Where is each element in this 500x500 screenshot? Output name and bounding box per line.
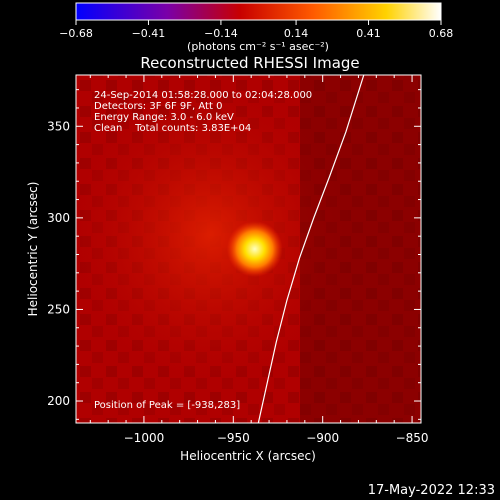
footer-timestamp: 17-May-2022 12:33 <box>368 483 495 498</box>
y-axis-label: Heliocentric Y (arcsec) <box>26 182 40 317</box>
offlimb-dark-region <box>300 75 421 423</box>
x-axis-label: Heliocentric X (arcsec) <box>180 449 316 463</box>
y-axis-ticks: 200 250 300 350 <box>47 89 421 420</box>
colorbar-tick-label: −0.68 <box>59 27 93 40</box>
heatmap-glow <box>76 75 360 395</box>
x-tick-label: −900 <box>306 431 339 445</box>
x-tick-label: −1000 <box>124 431 165 445</box>
plot-area: −1000 −950 −900 −850 200 250 300 350 24-Sep-20… <box>47 74 429 445</box>
chart-title: Reconstructed RHESSI Image <box>140 54 359 72</box>
x-axis-ticks: −1000 −950 −900 −850 <box>89 75 429 445</box>
annotation-energy-range: Energy Range: 3.0 - 6.0 keV <box>94 112 234 123</box>
colorbar-unit-label: (photons cm⁻² s⁻¹ asec⁻²) <box>187 40 329 53</box>
annotation-time-range: 24-Sep-2014 01:58:28.000 to 02:04:28.000 <box>94 90 312 101</box>
solar-limb-line <box>257 75 365 423</box>
y-tick-label: 250 <box>47 302 70 316</box>
annotation-clean-counts: Clean Total counts: 3.83E+04 <box>94 123 251 134</box>
colorbar-gradient <box>75 2 442 21</box>
peak-source <box>226 221 283 277</box>
y-tick-label: 200 <box>47 394 70 408</box>
peak-position-label: Position of Peak = [-938,283] <box>94 400 240 411</box>
colorbar-tick-label: −0.14 <box>204 27 238 40</box>
y-tick-label: 300 <box>47 211 70 225</box>
plot-frame <box>75 74 422 424</box>
colorbar-tick-label: −0.41 <box>132 27 166 40</box>
colorbar-tick-label: 0.14 <box>284 27 309 40</box>
colorbar-tick-label: 0.68 <box>429 27 454 40</box>
x-tick-label: −950 <box>217 431 250 445</box>
y-tick-label: 350 <box>47 119 70 133</box>
x-tick-label: −850 <box>396 431 429 445</box>
annotation-detectors: Detectors: 3F 6F 9F, Att 0 <box>94 101 222 112</box>
colorbar-ticks: −0.68 −0.41 −0.14 0.14 0.41 0.68 <box>59 20 453 40</box>
colorbar-tick-label: 0.41 <box>356 27 381 40</box>
colorbar: −0.68 −0.41 −0.14 0.14 0.41 0.68 (photons cm⁻… <box>59 2 453 53</box>
